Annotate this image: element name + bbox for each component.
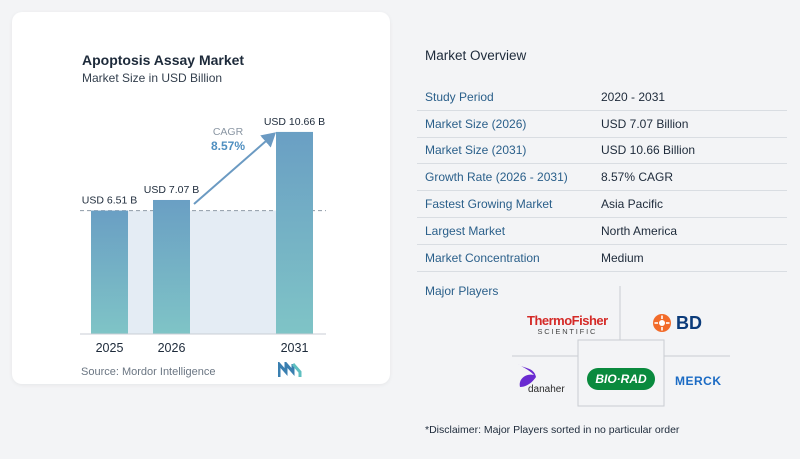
overview-row-study-period: Study Period 2020 - 2031	[417, 84, 787, 111]
overview-label: Market Concentration	[425, 250, 540, 265]
overview-value: 2020 - 2031	[601, 89, 666, 104]
bd-star-icon	[653, 314, 671, 332]
biorad-name: BIO·RAD	[595, 372, 647, 386]
data-label-2026: USD 7.07 B	[144, 184, 199, 196]
tick-label-2026: 2026	[158, 341, 186, 355]
overview-label: Largest Market	[425, 223, 506, 238]
bar-2025	[91, 210, 128, 334]
danaher-swirl-icon	[518, 364, 536, 387]
bar-chart: USD 6.51 B 2025 USD 7.07 B 2026 USD 10.66 B 2…	[80, 116, 326, 355]
overview-row-growth-rate: Growth Rate (2026 - 2031) 8.57% CAGR	[417, 164, 787, 192]
tick-label-2025: 2025	[96, 341, 124, 355]
overview-value: North America	[601, 223, 678, 238]
overview-value: 8.57% CAGR	[601, 170, 674, 185]
players-title: Major Players	[425, 284, 499, 298]
overview-label: Market Size (2026)	[425, 116, 527, 131]
disclaimer: *Disclaimer: Major Players sorted in no …	[425, 424, 680, 436]
overview-row-size-2026: Market Size (2026) USD 7.07 Billion	[417, 111, 787, 138]
danaher-logo: danaher	[528, 384, 565, 395]
thermofisher-name: ThermoFisher	[527, 313, 608, 328]
overview-label: Study Period	[425, 89, 494, 104]
mordor-logo-icon	[278, 362, 302, 377]
overview-title: Market Overview	[425, 48, 527, 63]
bar-2026	[153, 199, 190, 334]
overview-value: Asia Pacific	[601, 197, 664, 212]
overview-row-concentration: Market Concentration Medium	[417, 245, 787, 272]
biorad-logo: BIO·RAD	[587, 368, 655, 390]
source-name: Mordor Intelligence	[121, 366, 216, 378]
data-label-2025: USD 6.51 B	[82, 195, 137, 207]
overview-label: Market Size (2031)	[425, 143, 527, 158]
chart-title: Apoptosis Assay Market	[82, 52, 245, 68]
source-label: Source:	[81, 366, 119, 378]
tick-label-2031: 2031	[281, 341, 309, 355]
bd-logo: BD	[676, 313, 702, 333]
bar-2031	[276, 131, 313, 334]
overview-row-size-2031: Market Size (2031) USD 10.66 Billion	[417, 138, 787, 165]
merck-logo: MERCK	[675, 374, 722, 388]
overview-table: Study Period 2020 - 2031 Market Size (20…	[417, 84, 787, 272]
overview-label: Fastest Growing Market	[425, 197, 553, 212]
overview-value: USD 10.66 Billion	[601, 143, 696, 158]
cagr-arrow	[193, 132, 277, 205]
overview-value: Medium	[601, 250, 644, 265]
overview-label: Growth Rate (2026 - 2031)	[425, 170, 568, 185]
cagr-value: 8.57%	[211, 139, 245, 153]
cagr-label: CAGR	[213, 126, 244, 138]
data-label-2031: USD 10.66 B	[264, 116, 325, 128]
source-note: Source: Mordor Intelligence	[81, 366, 216, 378]
thermofisher-sub: SCIENTIFIC	[537, 327, 598, 336]
overview-row-largest-market: Largest Market North America	[417, 218, 787, 245]
overview-row-fastest-growing: Fastest Growing Market Asia Pacific	[417, 191, 787, 218]
chart-subtitle: Market Size in USD Billion	[82, 71, 223, 85]
overview-value: USD 7.07 Billion	[601, 116, 689, 131]
thermofisher-logo: ThermoFisher SCIENTIFIC	[527, 314, 608, 336]
